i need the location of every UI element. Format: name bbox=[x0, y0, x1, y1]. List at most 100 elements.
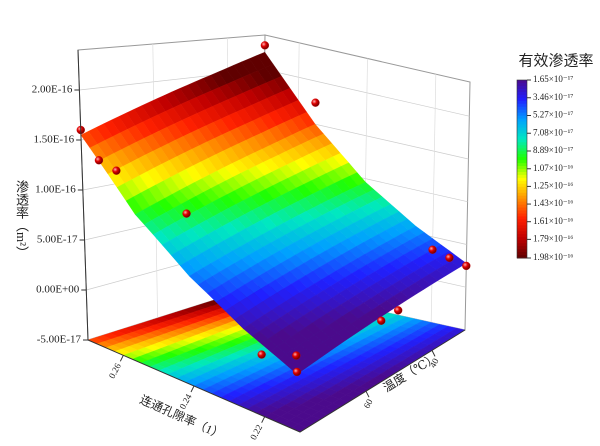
data-point bbox=[182, 209, 191, 218]
colorbar-segment bbox=[517, 174, 527, 179]
colorbar-segment bbox=[517, 171, 527, 176]
colorbar-title: 有效渗透率 bbox=[518, 52, 593, 69]
colorbar-segment bbox=[517, 127, 527, 131]
colorbar-segment bbox=[517, 204, 527, 209]
z-axis-label: 渗透率（m²） bbox=[14, 180, 29, 259]
colorbar-segment bbox=[517, 180, 527, 185]
data-point bbox=[445, 253, 454, 262]
colorbar-tick-label: 1.79×10⁻¹⁶ bbox=[533, 233, 573, 243]
axis-line bbox=[77, 49, 466, 433]
y-tick-label: 60 bbox=[362, 397, 375, 410]
colorbar-segment bbox=[517, 225, 527, 229]
z-tick-label: 1.50E-16 bbox=[33, 134, 74, 146]
colorbar-segment bbox=[517, 148, 527, 152]
colorbar-segment bbox=[517, 219, 527, 223]
colorbar-segment bbox=[517, 186, 527, 191]
z-tick-label: 2.00E-16 bbox=[32, 84, 73, 96]
colorbar-tick-label: 1.25×10⁻¹⁶ bbox=[533, 180, 573, 190]
x-tick-label: 0.22 bbox=[248, 423, 264, 442]
colorbar-segment bbox=[517, 189, 527, 194]
colorbar-segment bbox=[517, 121, 527, 125]
colorbar-segment bbox=[517, 94, 527, 99]
colorbar-segment bbox=[517, 112, 527, 117]
colorbar-segment bbox=[517, 145, 527, 149]
colorbar-segment bbox=[517, 213, 527, 217]
colorbar-segment bbox=[517, 130, 527, 134]
z-tick-label: 0.00E+00 bbox=[36, 284, 80, 296]
colorbar-segment bbox=[517, 103, 527, 108]
colorbar-segment bbox=[517, 151, 527, 155]
colorbar-segment bbox=[517, 160, 527, 164]
colorbar-tick-label: 1.98×10⁻¹⁶ bbox=[533, 252, 573, 262]
colorbar-segment bbox=[517, 192, 527, 197]
colorbar-segment bbox=[517, 234, 527, 238]
colorbar-segment bbox=[517, 231, 527, 235]
colorbar-tick-label: 1.43×10⁻¹⁶ bbox=[533, 198, 573, 208]
data-point bbox=[292, 367, 302, 377]
colorbar-segment bbox=[517, 139, 527, 143]
data-point bbox=[394, 306, 403, 315]
y-tick bbox=[365, 390, 370, 398]
colorbar-segment bbox=[517, 100, 527, 105]
data-point bbox=[94, 156, 104, 165]
data-point bbox=[260, 41, 270, 50]
colorbar-segment bbox=[517, 195, 527, 200]
colorbar-segment bbox=[517, 216, 527, 220]
colorbar-segment bbox=[517, 207, 527, 212]
colorbar-segment bbox=[517, 166, 527, 170]
colorbar-segment bbox=[517, 97, 527, 102]
colorbar-segment bbox=[517, 252, 527, 256]
colorbar-segment bbox=[517, 136, 527, 140]
colorbar-segment bbox=[517, 255, 527, 259]
colorbar-segment bbox=[517, 142, 527, 146]
colorbar-segment bbox=[517, 88, 527, 93]
colorbar-segment bbox=[517, 237, 527, 241]
colorbar-segment bbox=[517, 133, 527, 137]
colorbar-segment bbox=[517, 91, 527, 96]
data-point bbox=[112, 166, 121, 175]
x-tick bbox=[261, 416, 266, 423]
colorbar-segment bbox=[517, 118, 527, 123]
colorbar-segment bbox=[517, 154, 527, 158]
z-tick-label: -5.00E-17 bbox=[37, 334, 82, 346]
colorbar-segment bbox=[517, 228, 527, 232]
colorbar-segment bbox=[517, 109, 527, 114]
colorbar-tick-label: 1.61×10⁻¹⁶ bbox=[533, 216, 573, 226]
data-point bbox=[462, 261, 471, 271]
colorbar-segment bbox=[517, 201, 527, 206]
colorbar-tick-label: 7.08×10⁻¹⁷ bbox=[533, 127, 573, 137]
z-tick-label: 5.00E-17 bbox=[37, 234, 78, 246]
y-tick bbox=[431, 350, 436, 357]
data-point bbox=[377, 316, 386, 325]
colorbar-segment bbox=[517, 246, 527, 250]
x-tick bbox=[119, 355, 124, 362]
colorbar-tick-label: 1.07×10⁻¹⁶ bbox=[533, 163, 573, 173]
colorbar-tick-label: 1.65×10⁻¹⁷ bbox=[533, 74, 573, 84]
colorbar-segment bbox=[517, 177, 527, 182]
x-tick-label: 0.26 bbox=[107, 361, 123, 380]
colorbar-segment bbox=[517, 115, 527, 120]
colorbar-segment bbox=[517, 106, 527, 111]
data-point bbox=[311, 98, 320, 107]
colorbar-segment bbox=[517, 210, 527, 214]
colorbar-segment bbox=[517, 249, 527, 253]
colorbar-segment bbox=[517, 80, 527, 84]
colorbar-segment bbox=[517, 124, 527, 128]
colorbar-segment bbox=[517, 85, 527, 90]
colorbar-segment bbox=[517, 157, 527, 161]
colorbar-segment bbox=[517, 183, 527, 188]
colorbar-tick-label: 3.46×10⁻¹⁷ bbox=[533, 92, 573, 102]
data-point bbox=[428, 245, 437, 254]
colorbar-tick-label: 5.27×10⁻¹⁷ bbox=[533, 110, 573, 120]
colorbar-segment bbox=[517, 163, 527, 167]
z-tick-label: 1.00E-16 bbox=[35, 184, 76, 196]
colorbar-tick-label: 8.89×10⁻¹⁷ bbox=[533, 145, 573, 155]
colorbar-segment bbox=[517, 243, 527, 247]
colorbar-segment bbox=[517, 82, 527, 87]
x-tick bbox=[190, 385, 195, 393]
colorbar-segment bbox=[517, 169, 527, 173]
colorbar-segment bbox=[517, 222, 527, 226]
colorbar-segment bbox=[517, 240, 527, 244]
data-point bbox=[257, 350, 266, 359]
